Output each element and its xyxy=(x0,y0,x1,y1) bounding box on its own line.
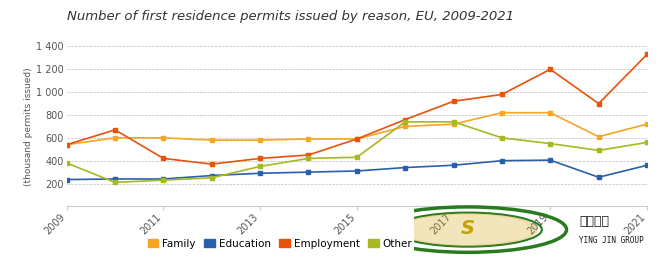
Text: 榰進集團: 榰進集團 xyxy=(579,215,609,228)
Text: YING JIN GROUP: YING JIN GROUP xyxy=(579,237,644,245)
Text: Number of first residence permits issued by reason, EU, 2009-2021: Number of first residence permits issued… xyxy=(67,10,514,23)
Circle shape xyxy=(399,214,537,246)
Y-axis label: (thousand permits issued): (thousand permits issued) xyxy=(25,67,33,186)
Text: S: S xyxy=(461,219,475,238)
Legend: Family, Education, Employment, Other: Family, Education, Employment, Other xyxy=(143,235,417,253)
